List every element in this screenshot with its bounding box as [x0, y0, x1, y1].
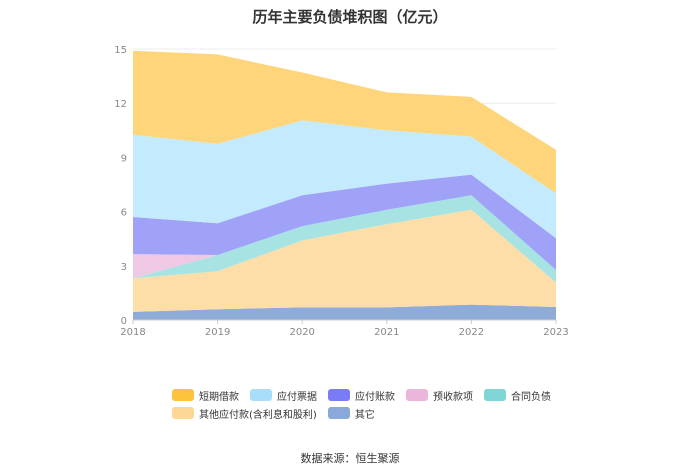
x-tick-label: 2019 [205, 327, 230, 338]
y-tick-label: 6 [121, 208, 127, 219]
legend-swatch [327, 407, 350, 419]
legend-item[interactable]: 预收款项 [406, 388, 473, 403]
legend-swatch [328, 389, 350, 401]
legend-row-2: 其他应付款(含利息和股利) 其它 [172, 404, 592, 422]
axis-layer: 0 3 6 9 12 15 2018 2019 2020 2021 2022 2023 [114, 45, 568, 338]
legend-swatch [484, 389, 506, 401]
area-series [133, 174, 556, 270]
legend-label: 其它 [354, 409, 375, 421]
legend-swatch [172, 389, 194, 401]
y-tick-label: 12 [114, 99, 127, 110]
x-tick-label: 2020 [289, 327, 314, 338]
x-tick-label: 2018 [120, 327, 145, 338]
area-layer [133, 50, 556, 320]
y-tick-label: 0 [121, 316, 127, 327]
x-tick-label: 2023 [543, 327, 568, 338]
legend-swatch [172, 407, 194, 419]
legend-item[interactable]: 其他应付款(含利息和股利) [172, 406, 317, 421]
legend-item[interactable]: 短期借款 [172, 388, 239, 403]
y-tick-label: 3 [121, 262, 127, 273]
legend-item[interactable]: 合同负债 [484, 388, 551, 403]
chart-title: 历年主要负债堆积图（亿元） [252, 8, 448, 26]
legend-label: 其他应付款(含利息和股利) [199, 409, 317, 421]
legend-label: 合同负债 [511, 391, 551, 403]
x-tick-label: 2021 [374, 327, 399, 338]
data-source: 数据来源：恒生聚源 [300, 452, 400, 465]
area-series [133, 304, 556, 320]
y-tick-label: 15 [114, 45, 127, 56]
legend-swatch [406, 389, 428, 401]
legend-label: 短期借款 [199, 391, 239, 403]
area-series [133, 195, 556, 283]
legend: 短期借款 应付票据 应付账款 预收款项 合同负债 其他应付款(含利息和股利) 其它 [172, 386, 592, 422]
legend-row-1: 短期借款 应付票据 应付账款 预收款项 合同负债 [172, 386, 592, 404]
x-tick-label: 2022 [459, 327, 484, 338]
y-tick-label: 9 [121, 153, 127, 164]
legend-item[interactable]: 其它 [327, 406, 375, 421]
legend-item[interactable]: 应付账款 [328, 388, 395, 403]
legend-label: 应付账款 [355, 391, 395, 403]
legend-item[interactable]: 应付票据 [250, 388, 317, 403]
stacked-area-chart: 0 3 6 9 12 15 2018 2019 2020 2021 2022 2023 [114, 45, 568, 338]
area-series [133, 50, 556, 194]
legend-label: 预收款项 [433, 391, 473, 403]
legend-label: 应付票据 [277, 391, 317, 403]
legend-swatch [250, 389, 272, 401]
area-series [133, 120, 556, 239]
area-series [133, 209, 556, 312]
